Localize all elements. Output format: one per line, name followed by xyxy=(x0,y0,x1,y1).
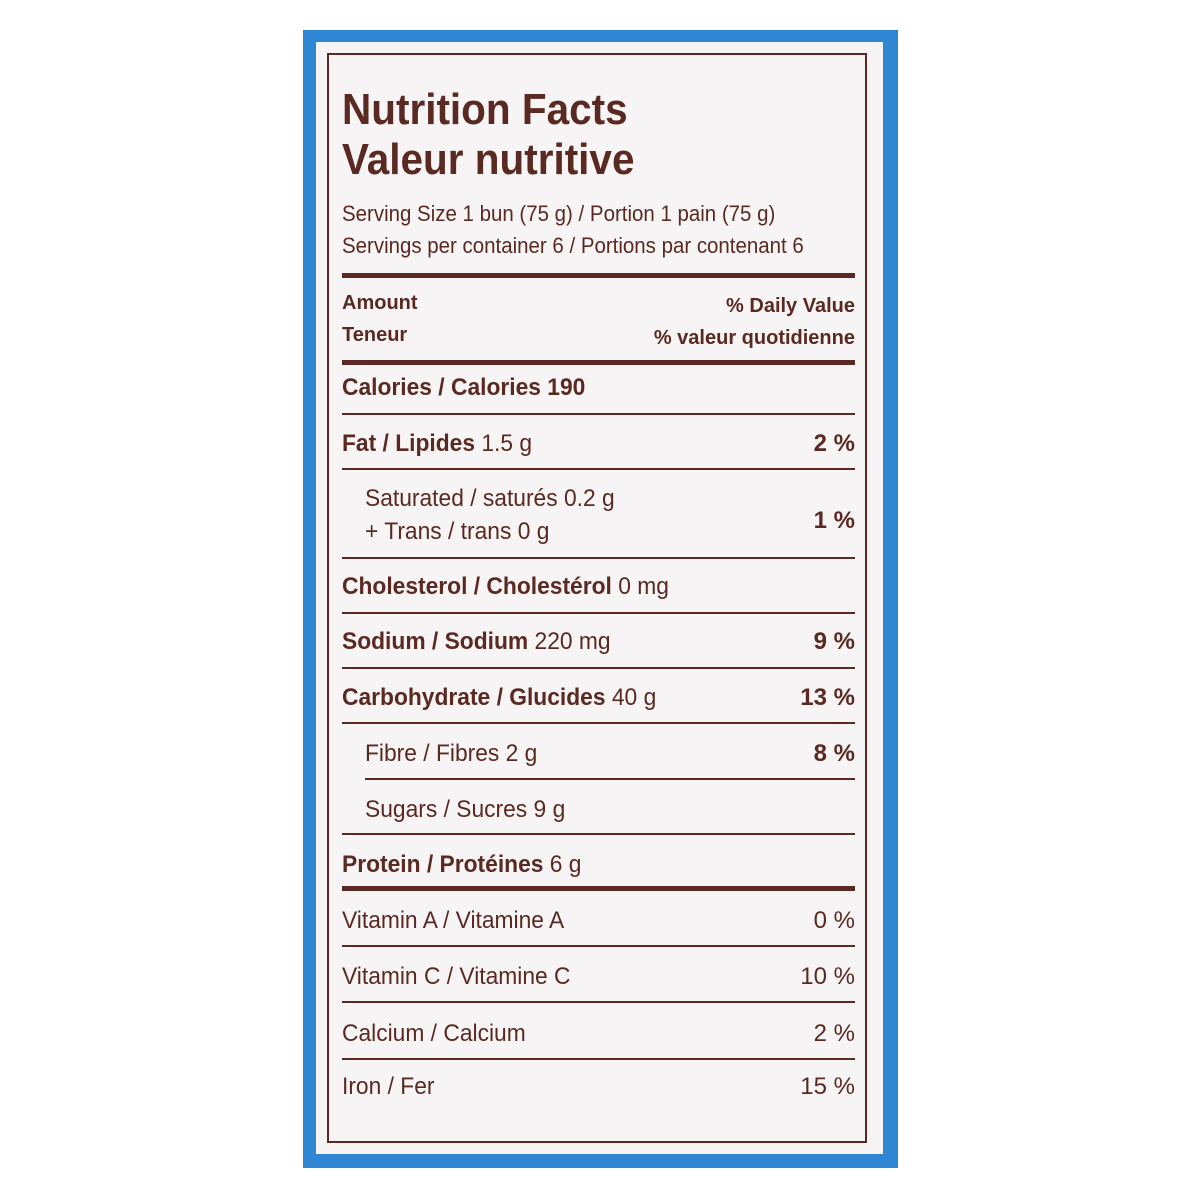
divider xyxy=(342,833,855,835)
sugars-amount: 9 g xyxy=(533,796,566,823)
protein-label: Protein / Protéines xyxy=(342,851,544,878)
sugars-label: Sugars / Sucres xyxy=(365,796,528,823)
servings-per-container: Servings per container 6 / Portions par … xyxy=(342,233,804,258)
carbohydrate-row: Carbohydrate / Glucides 40 g 13 % xyxy=(342,684,855,712)
protein-row: Protein / Protéines 6 g xyxy=(342,851,855,879)
fat-dv: 2 % xyxy=(813,430,855,457)
fibre-amount: 2 g xyxy=(505,740,538,767)
vitamin-c-row: Vitamin C / Vitamine C 10 % xyxy=(342,963,855,991)
saturated-row: Saturated / saturés 0.2 g xyxy=(365,485,855,513)
divider xyxy=(342,612,855,614)
calcium-row: Calcium / Calcium 2 % xyxy=(342,1020,855,1048)
divider xyxy=(342,1058,855,1060)
fibre-dv: 8 % xyxy=(813,740,855,767)
sodium-dv: 9 % xyxy=(813,628,855,655)
header-daily-value: % Daily Value xyxy=(726,295,855,317)
header-teneur: Teneur xyxy=(342,324,408,346)
carbohydrate-label: Carbohydrate / Glucides xyxy=(342,684,606,711)
sodium-amount: 220 mg xyxy=(534,628,611,655)
trans-amount: 0 g xyxy=(517,518,550,545)
divider-thick xyxy=(342,886,855,891)
sodium-row: Sodium / Sodium 220 mg 9 % xyxy=(342,628,855,656)
divider xyxy=(342,945,855,947)
calcium-label: Calcium / Calcium xyxy=(342,1020,526,1047)
sugars-row: Sugars / Sucres 9 g xyxy=(365,796,855,824)
vitamin-c-label: Vitamin C / Vitamine C xyxy=(342,963,571,990)
calories-label: Calories / Calories 190 xyxy=(342,374,586,401)
vitamin-a-row: Vitamin A / Vitamine A 0 % xyxy=(342,907,855,935)
calories-row: Calories / Calories 190 xyxy=(342,374,855,402)
divider xyxy=(342,468,855,470)
header-amount: Amount xyxy=(342,292,418,314)
trans-row: + Trans / trans 0 g 1 % xyxy=(365,507,855,546)
fibre-row: Fibre / Fibres 2 g 8 % xyxy=(365,740,855,768)
divider xyxy=(342,413,855,415)
cholesterol-row: Cholesterol / Cholestérol 0 mg xyxy=(342,573,855,601)
carbohydrate-dv: 13 % xyxy=(800,684,855,711)
vitamin-a-label: Vitamin A / Vitamine A xyxy=(342,907,565,934)
saturated-amount: 0.2 g xyxy=(563,485,615,512)
cholesterol-amount: 0 mg xyxy=(618,573,669,600)
title-french: Valeur nutritive xyxy=(342,135,635,184)
fat-row: Fat / Lipides 1.5 g 2 % xyxy=(342,430,855,458)
divider xyxy=(365,778,855,780)
carbohydrate-amount: 40 g xyxy=(611,684,657,711)
iron-dv: 15 % xyxy=(800,1073,855,1100)
divider xyxy=(342,667,855,669)
saturated-trans-dv: 1 % xyxy=(813,507,855,534)
label-border xyxy=(327,53,867,1143)
trans-label: + Trans / trans xyxy=(365,518,512,545)
iron-label: Iron / Fer xyxy=(342,1073,435,1100)
sodium-label: Sodium / Sodium xyxy=(342,628,529,655)
cholesterol-label: Cholesterol / Cholestérol xyxy=(342,573,612,600)
divider xyxy=(342,557,855,559)
vitamin-c-dv: 10 % xyxy=(800,963,855,990)
fat-label: Fat / Lipides xyxy=(342,430,476,457)
protein-amount: 6 g xyxy=(549,851,582,878)
divider-thick xyxy=(342,360,855,365)
title-english: Nutrition Facts xyxy=(342,85,628,134)
divider xyxy=(342,722,855,724)
serving-size: Serving Size 1 bun (75 g) / Portion 1 pa… xyxy=(342,201,776,226)
divider-thick xyxy=(342,273,855,278)
calcium-dv: 2 % xyxy=(813,1020,855,1047)
fat-amount: 1.5 g xyxy=(481,430,533,457)
fibre-label: Fibre / Fibres xyxy=(365,740,500,767)
divider xyxy=(342,1001,855,1003)
saturated-label: Saturated / saturés xyxy=(365,485,558,512)
iron-row: Iron / Fer 15 % xyxy=(342,1073,855,1101)
vitamin-a-dv: 0 % xyxy=(813,907,855,934)
header-daily-value-fr: % valeur quotidienne xyxy=(653,327,855,349)
nutrition-label xyxy=(316,42,883,1154)
